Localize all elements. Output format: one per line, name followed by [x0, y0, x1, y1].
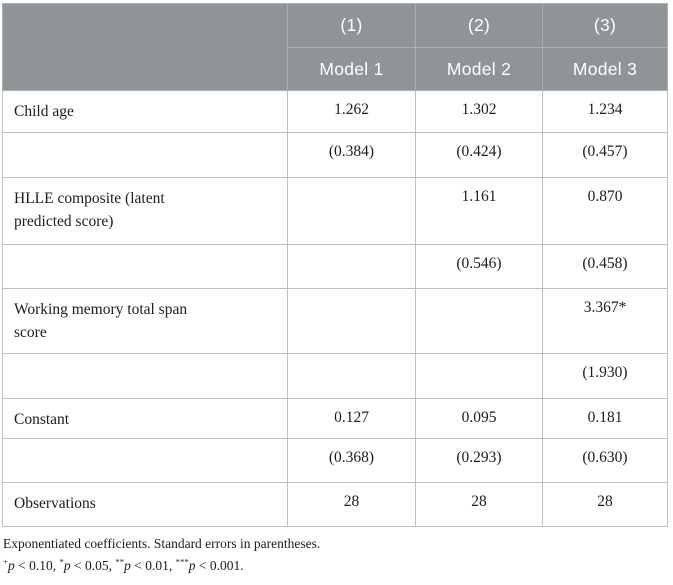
row-label: Observations	[2, 482, 288, 527]
row-label: HLLE composite (latent predicted score)	[2, 177, 288, 245]
note-segment: p	[7, 558, 15, 573]
table-row: Child age 1.262 1.302 1.234	[2, 90, 668, 133]
note-segment: ***	[175, 556, 189, 567]
regression-table: (1) (2) (3) Model 1 Model 2 Model 3 Chil…	[2, 3, 668, 527]
table-row: Working memory total span score 3.367*	[2, 288, 668, 354]
note-segment: < 0.10,	[14, 558, 60, 573]
value-cell	[415, 288, 543, 354]
note-segment: < 0.05,	[70, 558, 116, 573]
value-cell: 28	[415, 482, 543, 527]
value-cell: 0.095	[415, 398, 543, 439]
row-label	[2, 244, 288, 289]
header-model-number-1: (1)	[287, 3, 416, 48]
note-significance: +p < 0.10, *p < 0.05, **p < 0.01, ***p <…	[3, 555, 663, 577]
value-cell: 0.181	[542, 398, 668, 439]
header-row-numbers: (1) (2) (3)	[2, 3, 668, 91]
std-error-cell: (0.368)	[287, 438, 416, 483]
std-error-cell	[287, 353, 416, 399]
std-error-cell	[415, 353, 543, 399]
header-model-number-3: (3)	[542, 3, 668, 48]
std-error-cell: (0.457)	[542, 132, 668, 178]
row-label: Child age	[2, 90, 288, 133]
table-footnotes: Exponentiated coefficients. Standard err…	[3, 533, 663, 577]
table-row: HLLE composite (latent predicted score) …	[2, 177, 668, 245]
std-error-cell: (0.384)	[287, 132, 416, 178]
row-label: Working memory total span score	[2, 288, 288, 354]
std-error-cell: (0.458)	[542, 244, 668, 289]
std-error-cell: (1.930)	[542, 353, 668, 399]
table-row: (0.368) (0.293) (0.630)	[2, 438, 668, 483]
table-row: (0.384) (0.424) (0.457)	[2, 132, 668, 178]
table-row: (0.546) (0.458)	[2, 244, 668, 289]
note-segment: **	[115, 556, 125, 567]
value-cell: 0.870	[542, 177, 668, 245]
std-error-cell: (0.424)	[415, 132, 543, 178]
value-cell	[287, 177, 416, 245]
header-model-number-2: (2)	[415, 3, 543, 48]
value-cell: 28	[542, 482, 668, 527]
value-cell: 1.234	[542, 90, 668, 133]
note-segment: *	[59, 556, 64, 567]
note-segment: p	[188, 558, 196, 573]
row-label	[2, 438, 288, 483]
value-cell: 0.127	[287, 398, 416, 439]
note-segment: < 0.01,	[130, 558, 176, 573]
std-error-cell: (0.293)	[415, 438, 543, 483]
value-cell: 1.161	[415, 177, 543, 245]
value-cell: 1.302	[415, 90, 543, 133]
row-label	[2, 132, 288, 178]
note-segment: p	[63, 558, 71, 573]
std-error-cell	[287, 244, 416, 289]
value-cell	[287, 288, 416, 354]
table-row: Constant 0.127 0.095 0.181	[2, 398, 668, 439]
header-model-name-2: Model 2	[415, 47, 543, 91]
row-label	[2, 353, 288, 399]
header-model-name-3: Model 3	[542, 47, 668, 91]
header-empty-cell	[2, 3, 288, 91]
std-error-cell: (0.630)	[542, 438, 668, 483]
note-segment: p	[124, 558, 131, 573]
table-row: Observations 28 28 28	[2, 482, 668, 527]
value-cell: 1.262	[287, 90, 416, 133]
value-cell: 3.367*	[542, 288, 668, 354]
note-segment: < 0.001.	[195, 558, 244, 573]
value-cell: 28	[287, 482, 416, 527]
std-error-cell: (0.546)	[415, 244, 543, 289]
header-model-name-1: Model 1	[287, 47, 416, 91]
note-segment: +	[3, 556, 8, 567]
header-row-models: Model 1 Model 2 Model 3	[3, 47, 668, 91]
note-coefficients: Exponentiated coefficients. Standard err…	[3, 536, 321, 551]
row-label: Constant	[2, 398, 288, 439]
table-row: (1.930)	[2, 353, 668, 399]
